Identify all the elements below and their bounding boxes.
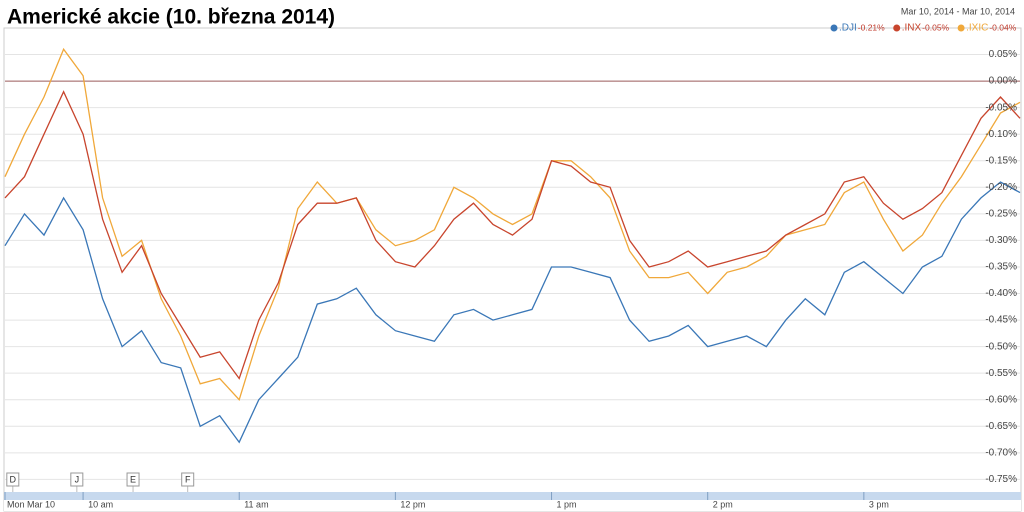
series-line	[4, 90, 1021, 380]
legend-dot	[893, 24, 901, 32]
x-tick-label: 12 pm	[400, 499, 425, 509]
y-tick-label: -0.50%	[985, 341, 1017, 352]
series-line	[4, 181, 1021, 444]
legend-change: -0.05%	[922, 22, 949, 32]
flag-label: F	[185, 474, 191, 484]
x-tick-label: Mon Mar 10	[7, 499, 55, 509]
y-tick-label: -0.25%	[985, 209, 1017, 220]
x-tick-label: 2 pm	[713, 499, 733, 509]
chart-title: Americké akcie (10. března 2014)	[7, 6, 335, 29]
x-axis-strip	[4, 492, 1021, 500]
flag-label: E	[130, 474, 136, 484]
y-tick-label: -0.35%	[985, 262, 1017, 273]
flag-box	[6, 472, 20, 487]
y-tick-label: -0.45%	[985, 315, 1017, 326]
y-tick-label: -0.05%	[985, 102, 1017, 113]
grid	[5, 54, 1020, 480]
x-tick-label: 3 pm	[869, 499, 889, 509]
y-tick-label: -0.20%	[985, 182, 1017, 193]
legend-dot	[957, 24, 965, 32]
plot-frame	[3, 27, 1022, 512]
y-tick-label: 0.00%	[989, 76, 1017, 87]
flag-box	[126, 472, 140, 487]
legend-change: -0.21%	[858, 22, 885, 32]
y-tick-label: -0.70%	[985, 447, 1017, 458]
date-range: Mar 10, 2014 - Mar 10, 2014	[901, 6, 1015, 16]
y-tick-label: -0.65%	[985, 421, 1017, 432]
y-tick-label: -0.40%	[985, 288, 1017, 299]
y-tick-label: -0.15%	[985, 155, 1017, 166]
legend-change: -0.04%	[989, 22, 1016, 32]
y-tick-label: -0.30%	[985, 235, 1017, 246]
y-tick-label: 0.05%	[989, 49, 1017, 60]
y-tick-label: -0.75%	[985, 474, 1017, 485]
flag-label: D	[10, 474, 17, 484]
series-line	[4, 47, 1021, 401]
flag-label: J	[75, 474, 80, 484]
y-tick-label: -0.10%	[985, 129, 1017, 140]
flag-box	[181, 472, 195, 487]
x-tick-label: 11 am	[244, 499, 268, 509]
legend-name: .DJI	[839, 23, 857, 34]
flag-box	[70, 472, 84, 487]
y-tick-label: -0.55%	[985, 368, 1017, 379]
x-tick-label: 10 am	[88, 499, 113, 509]
x-axis-band	[4, 500, 1021, 511]
legend-name: .INX	[902, 23, 922, 34]
legend-dot	[830, 24, 838, 32]
x-tick-label: 1 pm	[557, 499, 577, 509]
legend-name: .IXIC	[966, 23, 988, 34]
y-tick-label: -0.60%	[985, 394, 1017, 405]
